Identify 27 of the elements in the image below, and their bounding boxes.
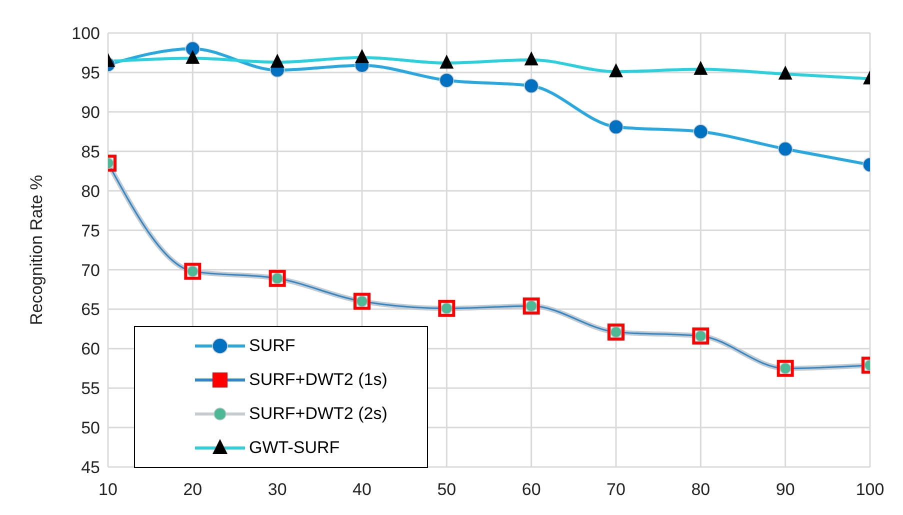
- legend-label: SURF+DWT2 (2s): [249, 404, 388, 424]
- x-tick-label: 20: [183, 480, 202, 500]
- x-tick-label: 100: [856, 480, 884, 500]
- x-tick-label: 50: [437, 480, 456, 500]
- legend-label: SURF+DWT2 (1s): [249, 370, 388, 390]
- y-tick-label: 75: [81, 221, 100, 240]
- y-tick-label: 70: [81, 260, 100, 280]
- y-tick-label: 65: [81, 300, 100, 320]
- y-tick-label: 95: [81, 63, 100, 82]
- x-tick-label: 60: [522, 480, 541, 500]
- y-tick-label: 85: [81, 142, 100, 162]
- y-tick-label: 80: [81, 182, 100, 201]
- y-tick-label: 60: [81, 340, 100, 359]
- y-tick-label: 90: [81, 102, 100, 122]
- y-tick-label: 45: [81, 458, 100, 478]
- x-tick-label: 10: [98, 480, 118, 500]
- x-tick-label: 40: [352, 480, 372, 500]
- x-tick-label: 70: [606, 480, 626, 500]
- y-tick-label: 100: [72, 24, 100, 44]
- legend-label: GWT-SURF: [249, 438, 340, 458]
- legend-label: SURF: [249, 336, 296, 356]
- y-tick-label: 50: [81, 418, 100, 438]
- y-axis-title: Recognition Rate %: [27, 174, 46, 326]
- x-tick-label: 90: [776, 480, 795, 500]
- x-tick-label: 80: [691, 480, 710, 500]
- x-tick-label: 30: [268, 480, 287, 500]
- y-tick-label: 55: [81, 379, 100, 398]
